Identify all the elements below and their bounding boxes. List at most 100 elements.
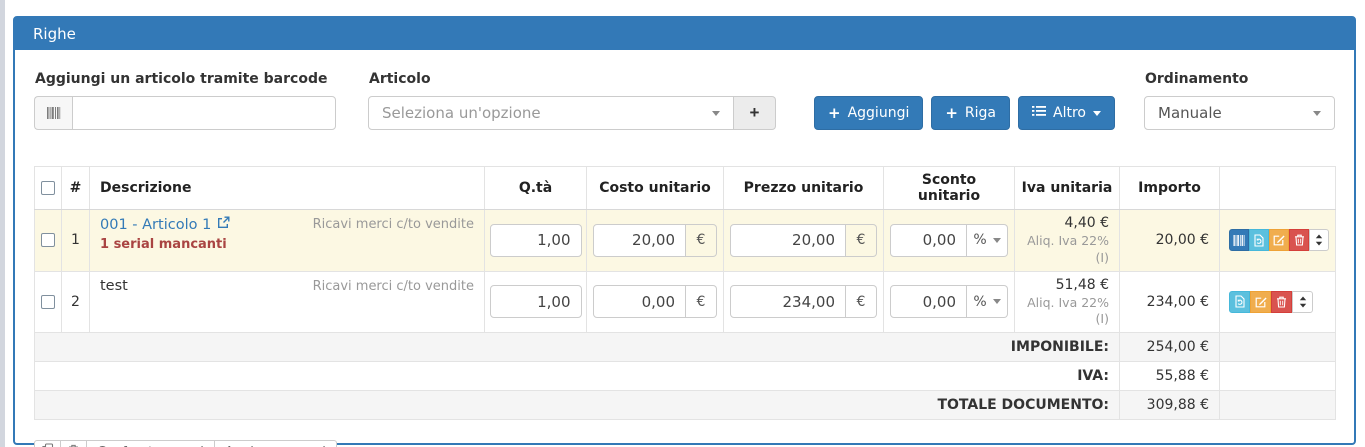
edit-row-button[interactable] (1269, 229, 1289, 252)
conto-note: Ricavi merci c/to vendite (312, 217, 474, 232)
serial-warning: 1 serial mancanti (100, 237, 227, 252)
copy-icon (41, 443, 54, 447)
sconto-unit-dropdown[interactable]: % (967, 285, 1008, 319)
select-all-checkbox[interactable] (41, 181, 55, 195)
row-actions (1219, 209, 1336, 272)
sconto-input[interactable] (890, 223, 967, 257)
chevron-down-icon (1313, 110, 1321, 116)
riga-button-label: Riga (964, 105, 997, 121)
altro-dropdown-button[interactable]: Altro (1018, 96, 1115, 130)
row-title: test (100, 277, 128, 294)
chevron-down-icon (992, 237, 1001, 243)
iva-cell: 4,40 € Aliq. Iva 22% (I) (1014, 209, 1120, 272)
riga-button[interactable]: + Riga (931, 96, 1011, 130)
row-checkbox[interactable] (41, 233, 55, 248)
col-header-qta: Q.tà (484, 166, 587, 210)
aggiorna-prezzi-button[interactable]: Aggiorna prezzi (213, 440, 337, 447)
barcode-input[interactable] (72, 96, 336, 130)
ordinamento-select[interactable]: Manuale (1144, 96, 1335, 130)
delete-row-button[interactable] (1271, 290, 1292, 313)
confronta-prezzi-button[interactable]: Confronta prezzi (86, 440, 215, 447)
aggiungi-button[interactable]: + Aggiungi (814, 96, 924, 130)
article-link-text: 001 - Articolo 1 (100, 216, 212, 233)
prezzo-input[interactable] (730, 223, 846, 257)
summary-value: 309,88 € (1119, 390, 1220, 421)
conto-note: Ricavi merci c/to vendite (312, 278, 474, 294)
barcode-field-group: Aggiungi un articolo tramite barcode (34, 71, 336, 130)
col-header-importo: Importo (1119, 166, 1220, 210)
summary-row-totale: TOTALE DOCUMENTO: 309,88 € (34, 390, 1336, 421)
col-header-sconto: Sconto unitario (883, 166, 1015, 210)
ordinamento-label: Ordinamento (1145, 71, 1249, 87)
articolo-select[interactable]: Seleziona un'opzione (368, 96, 734, 130)
articolo-field-group: Articolo Seleziona un'opzione + (368, 71, 776, 130)
article-link[interactable]: 001 - Articolo 1 (100, 216, 230, 233)
qta-input[interactable] (489, 223, 582, 257)
col-header-descrizione: Descrizione (89, 166, 485, 210)
edit-row-button[interactable] (1250, 290, 1271, 313)
col-header-costo: Costo unitario (586, 166, 724, 210)
col-header-prezzo: Prezzo unitario (723, 166, 884, 210)
col-header-num: # (61, 166, 90, 210)
iva-aliquota-note: Aliq. Iva 22% (I) (1027, 294, 1109, 327)
delete-rows-button[interactable] (60, 440, 87, 447)
qta-input[interactable] (489, 285, 582, 319)
costo-input[interactable] (593, 223, 686, 257)
row-number: 2 (61, 270, 90, 334)
table-header-row: # Descrizione Q.tà Costo unitario Prezzo… (34, 166, 1336, 210)
barcode-label: Aggiungi un articolo tramite barcode (35, 71, 328, 87)
summary-value: 55,88 € (1119, 361, 1220, 392)
col-header-iva: Iva unitaria (1014, 166, 1120, 210)
iva-cell: 51,48 € Aliq. Iva 22% (I) (1014, 270, 1120, 334)
prezzo-input[interactable] (730, 285, 846, 319)
altro-button-label: Altro (1053, 105, 1086, 121)
currency-addon: € (686, 285, 717, 319)
add-article-button[interactable]: + (734, 96, 776, 130)
summary-label: TOTALE DOCUMENTO: (34, 390, 1120, 421)
sconto-unit-dropdown[interactable]: % (967, 223, 1008, 257)
row-number: 1 (61, 209, 90, 272)
chevron-down-icon (712, 110, 720, 116)
page-left-edge (0, 0, 5, 447)
panel-title: Righe (15, 18, 1354, 50)
plus-icon: + (945, 103, 958, 122)
summary-value: 254,00 € (1119, 332, 1220, 363)
description-cell: test Ricavi merci c/to vendite (89, 270, 485, 334)
list-icon (1032, 105, 1047, 121)
document-refresh-button[interactable] (1249, 229, 1269, 252)
currency-addon: € (686, 223, 717, 257)
row-actions (1219, 270, 1336, 334)
toolbar: Aggiungi un articolo tramite barcode (34, 71, 1335, 130)
ordinamento-field-group: Ordinamento Manuale (1144, 71, 1335, 130)
articolo-label: Articolo (369, 71, 431, 87)
description-cell: 001 - Articolo 1 R (89, 209, 485, 272)
costo-input[interactable] (593, 285, 686, 319)
summary-row-iva: IVA: 55,88 € (34, 361, 1336, 392)
currency-addon: € (846, 285, 877, 319)
aggiungi-button-label: Aggiungi (847, 105, 910, 121)
document-refresh-button[interactable] (1229, 290, 1250, 313)
sconto-input[interactable] (890, 285, 967, 319)
sconto-unit-label: % (973, 232, 987, 249)
chevron-down-icon (992, 299, 1001, 305)
serials-barcode-button[interactable] (1229, 229, 1249, 252)
sort-handle[interactable] (1309, 229, 1329, 252)
duplicate-rows-button[interactable] (34, 440, 61, 447)
col-header-actions (1219, 166, 1336, 210)
summary-row-imponibile: IMPONIBILE: 254,00 € (34, 332, 1336, 363)
external-link-icon (217, 216, 230, 233)
panel-body: Aggiungi un articolo tramite barcode (15, 50, 1354, 447)
righe-panel: Righe Aggiungi un articolo tramite barco… (13, 16, 1356, 447)
bulk-actions-bar: Confronta prezzi Aggiorna prezzi (34, 440, 1335, 447)
barcode-icon (34, 96, 72, 130)
table-row: 2 test Ricavi merci c/to vendite (34, 270, 1336, 334)
importo-value: 20,00 € (1119, 209, 1220, 272)
sort-handle[interactable] (1292, 290, 1313, 313)
currency-addon: € (846, 223, 877, 257)
righe-table: # Descrizione Q.tà Costo unitario Prezzo… (34, 166, 1336, 421)
row-checkbox[interactable] (41, 294, 55, 309)
barcode-input-group (34, 96, 336, 130)
chevron-down-icon (1093, 110, 1101, 116)
iva-aliquota-note: Aliq. Iva 22% (I) (1027, 232, 1109, 265)
delete-row-button[interactable] (1289, 229, 1309, 252)
